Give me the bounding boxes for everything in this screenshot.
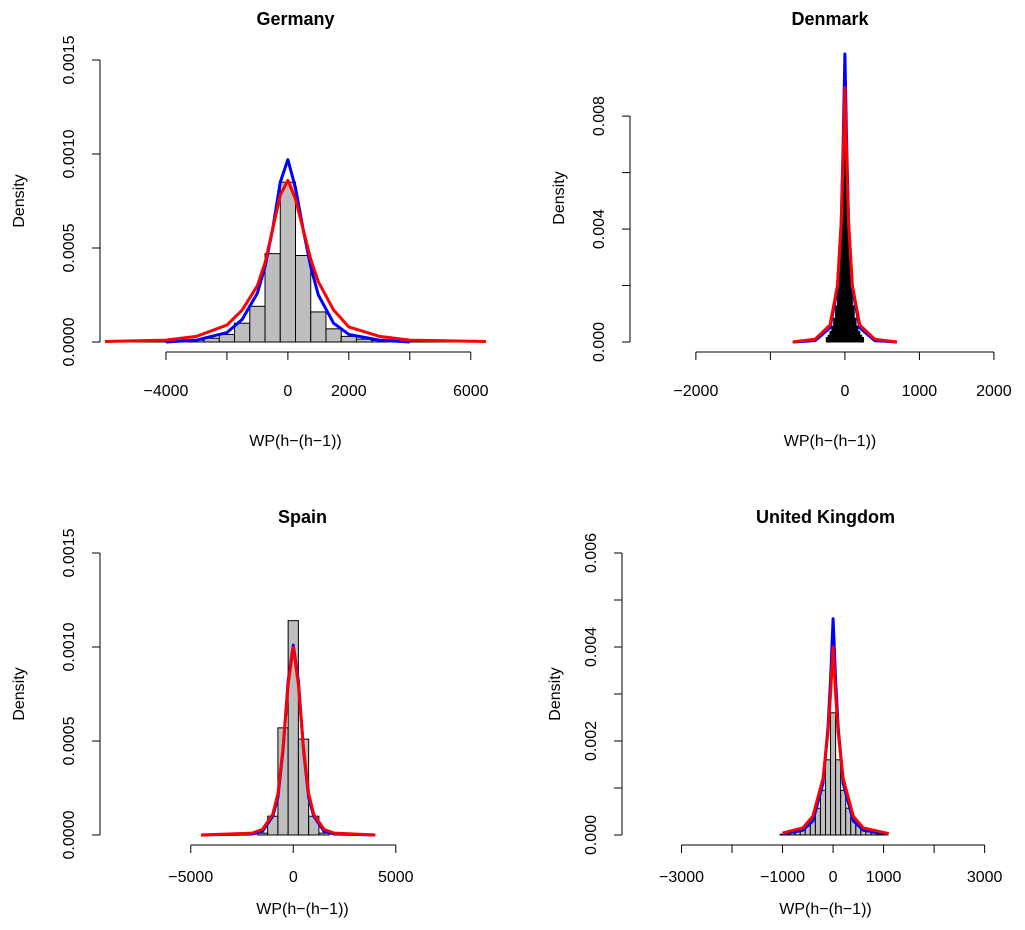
y-tick-label: 0.0005 — [61, 223, 78, 272]
x-tick-label: 2000 — [331, 383, 367, 400]
density-curve — [792, 86, 898, 344]
x-tick-label: 0 — [840, 383, 849, 400]
x-axis-label: WP(h−(h−1)) — [249, 433, 341, 450]
y-tick-label: 0.004 — [583, 627, 600, 667]
x-tick-label: 2000 — [976, 383, 1012, 400]
histogram-bar — [249, 305, 266, 343]
x-tick-label: 0 — [829, 869, 838, 886]
x-tick-label: 6000 — [453, 383, 489, 400]
histogram-bar — [840, 789, 847, 836]
y-tick-label: 0.000 — [591, 322, 608, 362]
histogram-bar — [295, 255, 312, 343]
density-curve — [782, 617, 889, 836]
density-curve — [165, 158, 410, 344]
y-tick-label: 0.0010 — [61, 129, 78, 178]
x-tick-label: 1000 — [902, 383, 938, 400]
panel-title: Spain — [278, 507, 327, 527]
x-tick-label: 3000 — [967, 869, 1003, 886]
y-tick-label: 0.0010 — [61, 622, 78, 671]
y-tick-label: 0.000 — [583, 815, 600, 855]
y-tick-label: 0.0015 — [61, 528, 78, 577]
density-curve — [792, 52, 898, 344]
x-axis-label: WP(h−(h−1)) — [784, 433, 876, 450]
histogram-bar — [819, 789, 827, 836]
x-tick-label: 1000 — [866, 869, 902, 886]
histogram-bar — [830, 712, 837, 836]
y-axis-label: Density — [547, 667, 564, 720]
y-tick-label: 0.0015 — [61, 35, 78, 84]
x-axis-label: WP(h−(h−1)) — [779, 901, 871, 918]
density-curve — [104, 178, 487, 343]
x-axis-label: WP(h−(h−1)) — [256, 901, 348, 918]
x-tick-label: −5000 — [168, 869, 213, 886]
histogram-bar — [835, 759, 842, 836]
x-tick-label: 5000 — [378, 869, 414, 886]
x-tick-label: −1000 — [760, 869, 805, 886]
density-curve — [782, 645, 889, 836]
density-curve — [200, 645, 376, 837]
x-tick-label: −3000 — [659, 869, 704, 886]
x-tick-label: −2000 — [673, 383, 718, 400]
histogram-bar — [310, 311, 327, 343]
histogram-bar — [287, 620, 299, 836]
y-tick-label: 0.008 — [591, 96, 608, 136]
y-tick-label: 0.002 — [583, 721, 600, 761]
y-tick-label: 0.006 — [583, 533, 600, 573]
y-axis-label: Density — [11, 174, 28, 227]
x-tick-label: 0 — [289, 869, 298, 886]
panel-title: United Kingdom — [756, 507, 895, 527]
histogram-bar — [825, 759, 832, 836]
y-tick-label: 0.0000 — [61, 810, 78, 859]
panel-title: Germany — [256, 9, 334, 29]
x-tick-label: 0 — [283, 383, 292, 400]
histogram-bar — [325, 328, 342, 343]
histogram-bar — [218, 333, 236, 343]
y-tick-label: 0.004 — [591, 209, 608, 249]
x-tick-label: −4000 — [143, 383, 188, 400]
y-tick-label: 0.0005 — [61, 716, 78, 765]
histogram-bar — [340, 335, 357, 343]
histogram-bar — [279, 181, 297, 343]
histogram-bar — [861, 336, 865, 343]
y-axis-label: Density — [551, 171, 568, 224]
y-axis-label: Density — [11, 667, 28, 720]
panel-title: Denmark — [791, 9, 869, 29]
histogram-bar — [264, 253, 281, 343]
y-tick-label: 0.0000 — [61, 317, 78, 366]
